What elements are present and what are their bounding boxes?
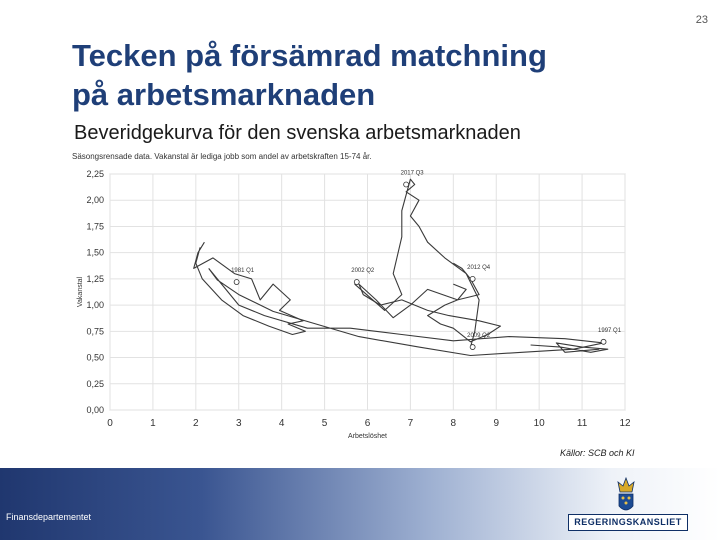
annotation-marker bbox=[353, 279, 360, 285]
y-axis-label: Vakanstal bbox=[77, 276, 84, 307]
y-tick-label: 1,25 bbox=[86, 274, 104, 284]
x-tick-labels: 0 1 2 3 4 5 6 7 8 9 10 11 12 bbox=[107, 418, 630, 429]
y-tick-label: 0,50 bbox=[86, 353, 104, 363]
annotation-marker bbox=[469, 275, 476, 282]
y-tick-label: 2,00 bbox=[86, 195, 104, 205]
x-tick-label: 8 bbox=[451, 418, 457, 429]
page-number: 23 bbox=[695, 14, 708, 26]
slide-title-line-1: Tecken på försämrad matchning bbox=[72, 38, 547, 73]
chart-subtitle: Säsongsrensade data. Vakanstal är lediga… bbox=[72, 152, 372, 161]
series-line-5 bbox=[530, 342, 609, 353]
x-tick-label: 4 bbox=[279, 418, 285, 429]
series-line-4 bbox=[354, 178, 480, 348]
y-tick-label: 0,25 bbox=[86, 379, 104, 389]
annotation-marker bbox=[469, 344, 476, 350]
x-tick-label: 9 bbox=[493, 418, 499, 429]
series-line-1 bbox=[193, 241, 306, 336]
x-tick-label: 1 bbox=[150, 418, 156, 429]
series-line-3 bbox=[358, 262, 502, 343]
x-tick-label: 6 bbox=[365, 418, 371, 429]
series-line-2 bbox=[208, 268, 605, 357]
y-tick-labels: 0,00 0,25 0,50 0,75 1,00 1,25 1,50 1,75 2,00 2,25 bbox=[86, 169, 104, 415]
footer-department: Finansdepartementet bbox=[6, 512, 92, 522]
annotation-label: 2009 Q2 bbox=[467, 333, 491, 339]
x-tick-label: 12 bbox=[619, 418, 630, 429]
annotation-marker bbox=[233, 279, 240, 285]
annotation-label: 2017 Q3 bbox=[401, 170, 425, 176]
y-tick-label: 1,00 bbox=[86, 300, 104, 310]
source-note: Källor: SCB och KI bbox=[560, 448, 635, 458]
x-tick-label: 5 bbox=[322, 418, 328, 429]
y-tick-label: 2,25 bbox=[86, 169, 104, 179]
x-tick-label: 7 bbox=[408, 418, 414, 429]
annotation-label: 2002 Q2 bbox=[351, 268, 375, 274]
x-tick-label: 0 bbox=[107, 418, 113, 429]
y-tick-label: 0,75 bbox=[86, 326, 104, 336]
x-tick-label: 11 bbox=[577, 418, 588, 429]
x-tick-label: 10 bbox=[534, 418, 546, 429]
grid-lines bbox=[109, 173, 626, 411]
annotation-label: 2012 Q4 bbox=[467, 265, 491, 271]
annotation-marker bbox=[403, 181, 410, 188]
y-tick-label: 1,50 bbox=[86, 248, 104, 258]
annotation-label: 1981 Q1 bbox=[231, 268, 255, 274]
x-axis-label: Arbetslöshet bbox=[348, 433, 387, 440]
beveridge-chart: 0,00 0,25 0,50 0,75 1,00 1,25 1,50 1,75 2,00 2,25… bbox=[77, 169, 630, 440]
chart-title: Beveridgekurva för den svenska arbetsmar… bbox=[74, 122, 521, 144]
logo-text: REGERINGSKANSLIET bbox=[568, 514, 688, 531]
x-tick-label: 2 bbox=[193, 418, 199, 429]
series-lines bbox=[193, 178, 609, 357]
y-tick-label: 1,75 bbox=[86, 221, 104, 231]
annotation-label: 1997 Q1 bbox=[598, 328, 622, 334]
slide-title-line-2: på arbetsmarknaden bbox=[72, 77, 376, 112]
annotations: 2017 Q3 1981 Q1 2002 Q2 2012 Q4 2009 Q2 1997 … bbox=[231, 170, 622, 350]
slide-title: Tecken på försämrad matchning på arbetsm… bbox=[72, 36, 672, 114]
y-tick-label: 0,00 bbox=[86, 405, 104, 415]
x-tick-label: 3 bbox=[236, 418, 242, 429]
crown-logo-icon bbox=[617, 476, 635, 511]
annotation-marker bbox=[600, 338, 607, 345]
